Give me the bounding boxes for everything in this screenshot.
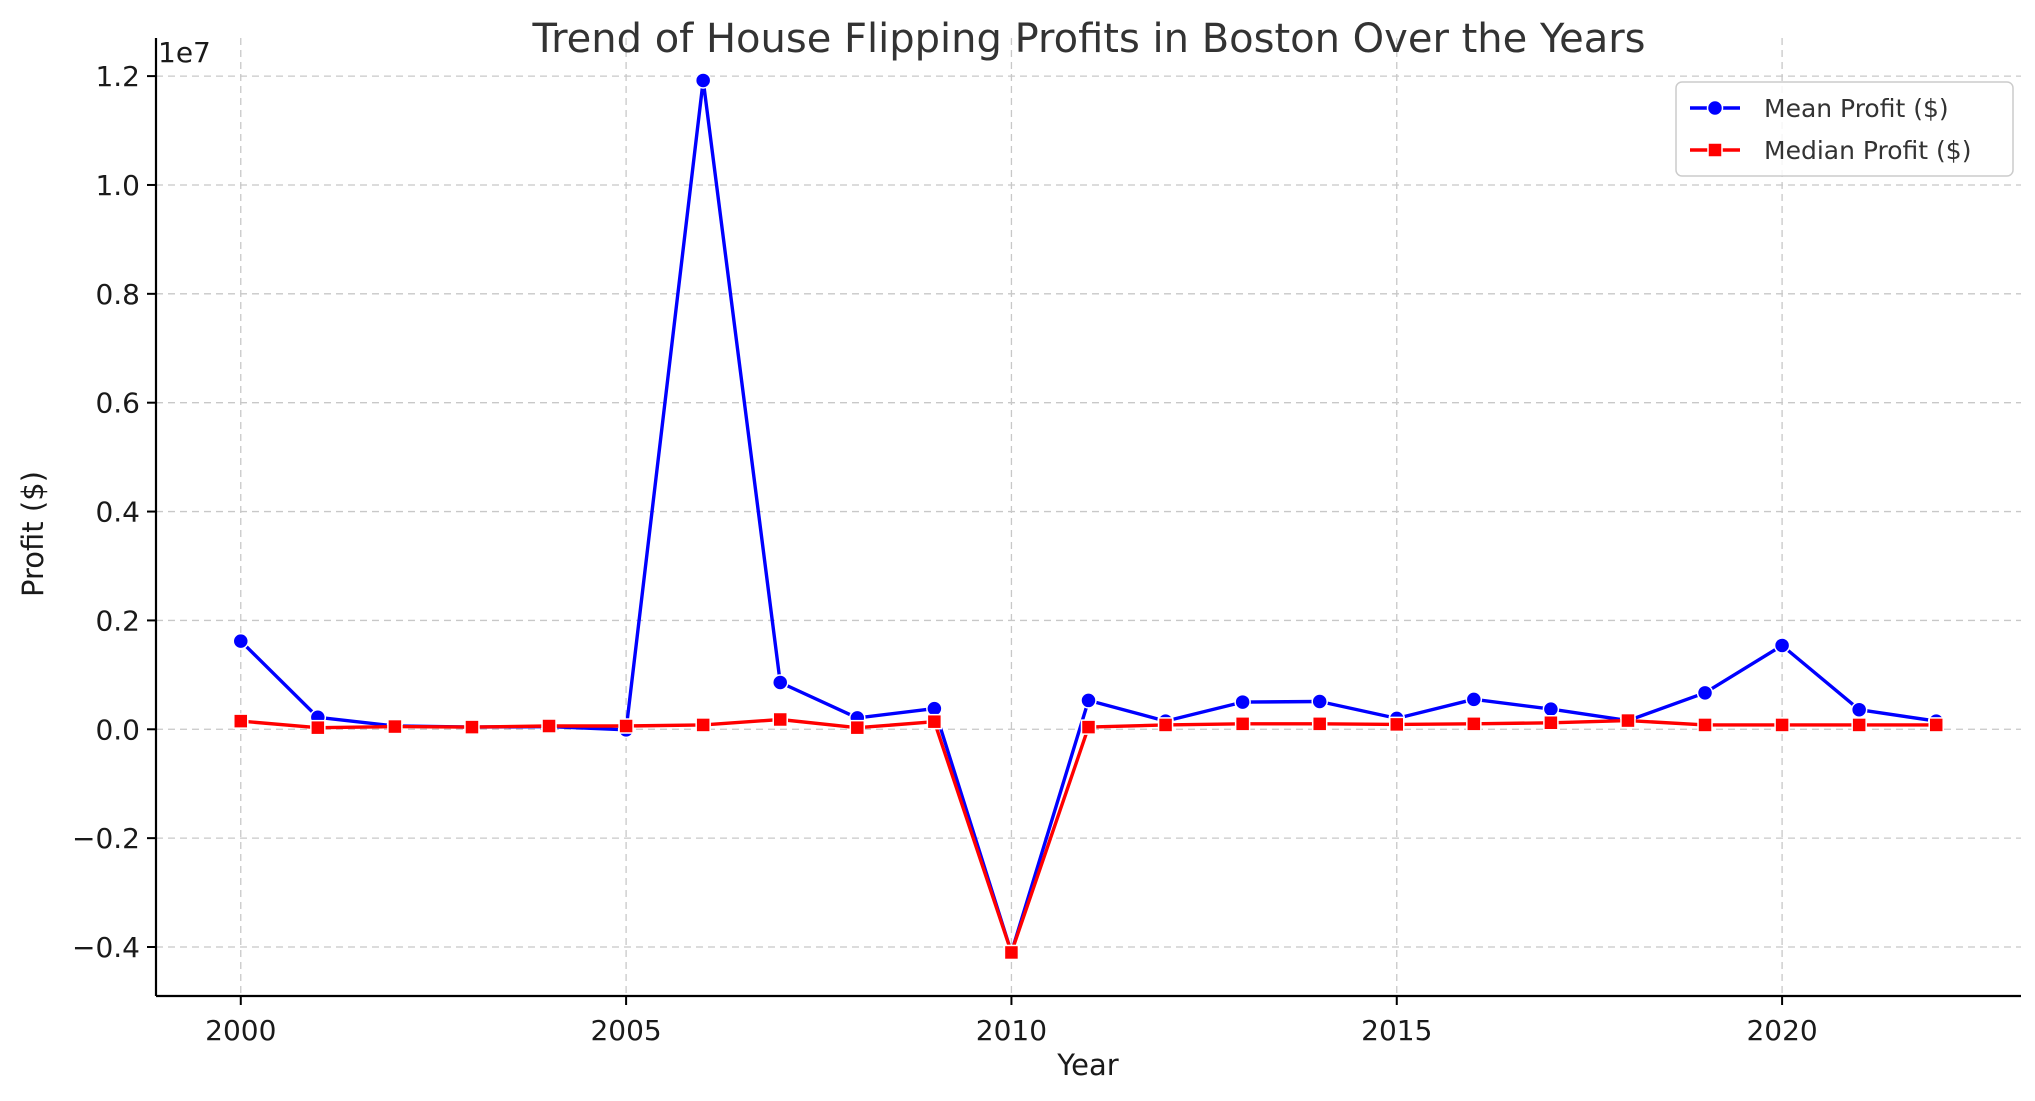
y-tick-label: −0.2 <box>72 822 140 855</box>
data-point <box>1697 717 1713 733</box>
y-tick-label: 0.8 <box>95 278 140 311</box>
data-point <box>772 711 788 728</box>
legend-marker-median <box>1707 142 1723 158</box>
x-tick-label: 2005 <box>590 1014 661 1047</box>
legend-item-mean-profit: Mean Profit ($) <box>1690 94 1949 123</box>
x-tick-label: 2000 <box>205 1014 276 1047</box>
series-mean-profit <box>232 72 1945 961</box>
legend-box <box>1675 81 2014 177</box>
data-point <box>464 719 480 735</box>
y-tick-label: 0.4 <box>95 496 140 529</box>
data-point <box>1311 693 1328 710</box>
data-point <box>618 718 634 734</box>
data-point <box>1774 717 1790 733</box>
data-point <box>1465 691 1483 708</box>
legend-label-median: Median Profit ($) <box>1764 136 1971 165</box>
data-point <box>694 72 712 89</box>
data-point <box>1234 716 1251 732</box>
y-tick-label: −0.4 <box>72 931 140 964</box>
data-point <box>1234 693 1251 711</box>
data-point <box>1850 701 1868 718</box>
data-point <box>1928 717 1944 733</box>
data-point <box>1003 944 1020 961</box>
data-point <box>1773 637 1791 654</box>
data-point <box>695 717 711 733</box>
y-axis-label: Profit ($) <box>16 471 50 597</box>
data-point <box>1157 717 1174 733</box>
series-median-profit <box>233 711 1944 961</box>
data-point <box>1542 700 1560 718</box>
y-tick-label: 1.0 <box>95 169 140 202</box>
chart-title: Trend of House Flipping Profits in Bosto… <box>532 16 1646 62</box>
x-axis-label: Year <box>1056 1048 1118 1082</box>
data-point <box>1080 719 1097 735</box>
data-point <box>1311 716 1328 732</box>
x-tick-label: 2015 <box>1361 1014 1432 1047</box>
data-point <box>387 718 403 735</box>
series-line <box>239 78 1937 955</box>
data-point <box>1620 712 1636 729</box>
data-point <box>1080 692 1097 709</box>
ticks: 2000 2005 2010 2015 2020 −0.4 −0.2 0.0 0.2 0.4 0.6… <box>72 60 1818 1047</box>
axes <box>154 38 2021 998</box>
x-tick-label: 2010 <box>976 1014 1047 1047</box>
y-tick-label: 0.6 <box>95 387 140 420</box>
data-point <box>1389 716 1405 733</box>
data-point <box>1466 716 1482 732</box>
y-offset-label: 1e7 <box>158 36 211 69</box>
legend-label-mean: Mean Profit ($) <box>1764 94 1949 123</box>
legend-item-median-profit: Median Profit ($) <box>1690 136 1971 165</box>
series-line <box>240 717 1937 955</box>
y-tick-label: 0.0 <box>95 713 140 746</box>
y-tick-label: 0.2 <box>95 604 140 637</box>
data-point <box>849 719 866 736</box>
data-point <box>1851 717 1867 733</box>
grid-lines <box>156 38 2021 996</box>
data-point <box>926 700 943 717</box>
data-point <box>1543 715 1559 731</box>
data-point <box>771 674 789 691</box>
data-point <box>232 632 250 650</box>
data-point <box>1696 684 1714 702</box>
data-point <box>233 713 249 729</box>
legend: Mean Profit ($) Median Profit ($) <box>1675 81 2014 177</box>
data-point <box>926 713 943 730</box>
data-point <box>310 719 326 736</box>
y-tick-label: 1.2 <box>95 60 140 93</box>
series <box>232 72 1945 961</box>
legend-marker-mean <box>1706 99 1724 117</box>
data-point <box>541 718 557 734</box>
x-tick-label: 2020 <box>1746 1014 1817 1047</box>
